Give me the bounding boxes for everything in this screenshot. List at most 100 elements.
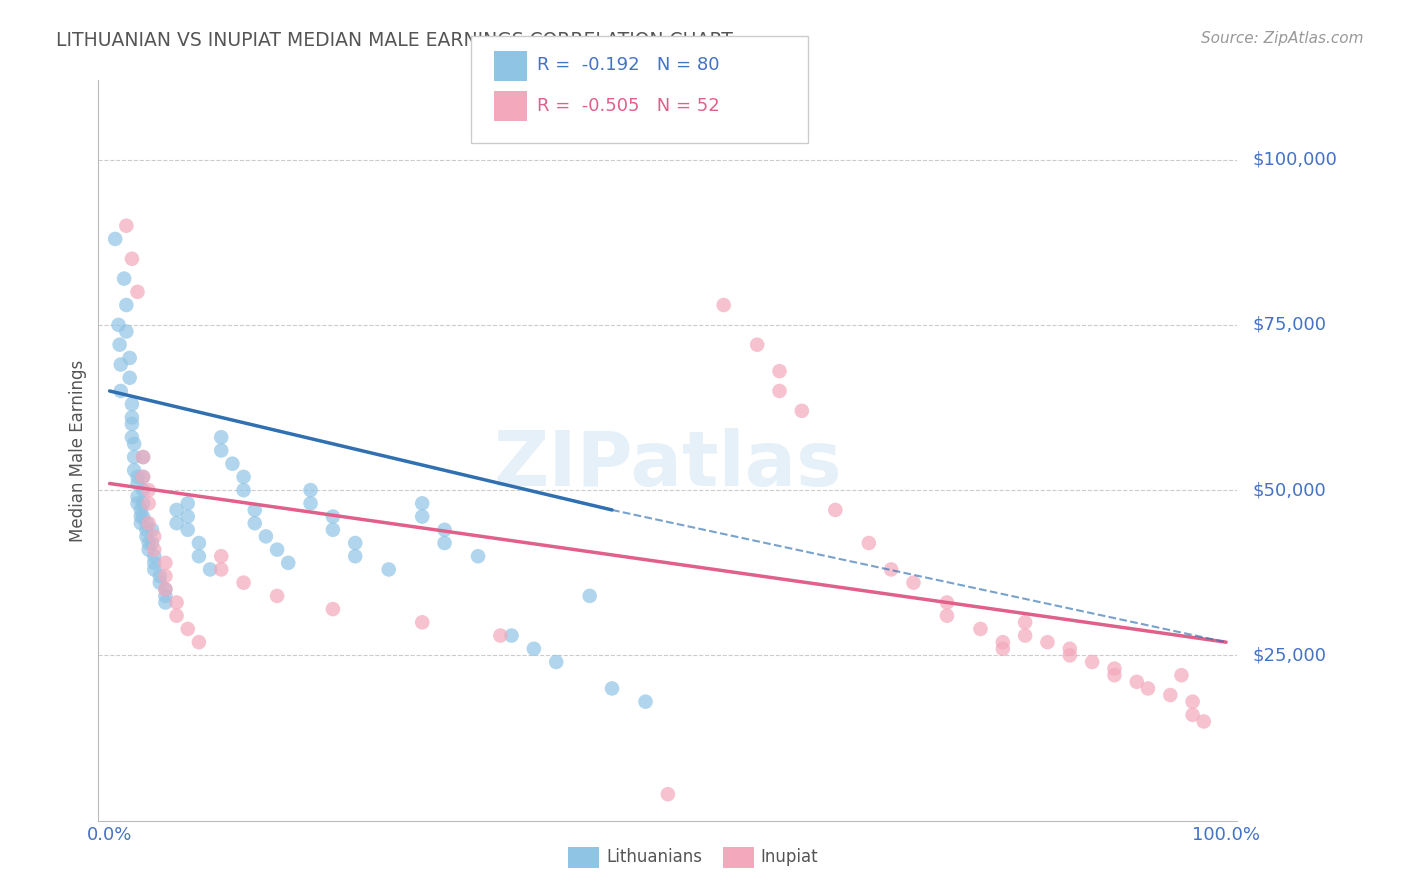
Point xyxy=(177,509,200,524)
Point xyxy=(232,483,254,497)
Point xyxy=(277,556,299,570)
Point xyxy=(790,404,813,418)
Point xyxy=(138,536,160,550)
Point xyxy=(198,562,221,576)
Point xyxy=(209,562,232,576)
Point xyxy=(138,516,160,531)
Point xyxy=(344,536,367,550)
Text: R =  -0.192   N = 80: R = -0.192 N = 80 xyxy=(537,56,720,74)
Point xyxy=(1159,688,1181,702)
Point xyxy=(143,529,166,543)
Point xyxy=(266,589,288,603)
Point xyxy=(1170,668,1192,682)
Point xyxy=(155,569,177,583)
Point xyxy=(433,523,456,537)
Point xyxy=(177,622,200,636)
Point xyxy=(187,536,209,550)
Point xyxy=(1059,641,1081,656)
Point xyxy=(936,608,959,623)
Point xyxy=(411,615,433,630)
Point xyxy=(713,298,735,312)
Point xyxy=(1104,662,1126,676)
Point xyxy=(138,496,160,510)
Text: $50,000: $50,000 xyxy=(1253,481,1326,500)
Point xyxy=(1081,655,1104,669)
Text: Inupiat: Inupiat xyxy=(761,848,818,866)
Point xyxy=(1181,695,1204,709)
Point xyxy=(135,529,157,543)
Text: $25,000: $25,000 xyxy=(1253,647,1326,665)
Point xyxy=(768,364,790,378)
Point xyxy=(129,516,152,531)
Point xyxy=(991,641,1014,656)
Point xyxy=(166,595,188,609)
Point xyxy=(107,318,129,332)
Point xyxy=(122,463,145,477)
Point xyxy=(1136,681,1159,696)
Point xyxy=(127,490,149,504)
Point xyxy=(112,271,135,285)
Point xyxy=(523,641,546,656)
Point xyxy=(155,589,177,603)
Point xyxy=(903,575,925,590)
Point xyxy=(155,595,177,609)
Point xyxy=(1126,674,1149,689)
Point xyxy=(143,542,166,557)
Point xyxy=(634,695,657,709)
Point xyxy=(1014,628,1036,642)
Point xyxy=(177,496,200,510)
Point xyxy=(122,437,145,451)
Point xyxy=(135,523,157,537)
Point xyxy=(127,285,149,299)
Point xyxy=(166,608,188,623)
Point xyxy=(132,483,155,497)
Point xyxy=(108,337,131,351)
Point xyxy=(177,523,200,537)
Point xyxy=(187,549,209,564)
Point xyxy=(138,483,160,497)
Point xyxy=(322,602,344,616)
Point xyxy=(143,562,166,576)
Point xyxy=(121,397,143,411)
Point xyxy=(232,470,254,484)
Point xyxy=(232,575,254,590)
Point xyxy=(411,496,433,510)
Point xyxy=(143,556,166,570)
Point xyxy=(127,476,149,491)
Point xyxy=(166,503,188,517)
Point xyxy=(115,219,138,233)
Text: Source: ZipAtlas.com: Source: ZipAtlas.com xyxy=(1201,31,1364,46)
Text: $100,000: $100,000 xyxy=(1253,151,1337,169)
Point xyxy=(858,536,880,550)
Point xyxy=(121,252,143,266)
Y-axis label: Median Male Earnings: Median Male Earnings xyxy=(69,359,87,541)
Point xyxy=(1036,635,1059,649)
Point xyxy=(322,509,344,524)
Point xyxy=(880,562,903,576)
Text: ZIPatlas: ZIPatlas xyxy=(494,428,842,502)
Point xyxy=(243,503,266,517)
Point xyxy=(344,549,367,564)
Point xyxy=(747,337,769,351)
Point xyxy=(132,470,155,484)
Point xyxy=(187,635,209,649)
Point xyxy=(824,503,846,517)
Point xyxy=(1059,648,1081,663)
Point xyxy=(221,457,243,471)
Point xyxy=(135,516,157,531)
Point xyxy=(1014,615,1036,630)
Point xyxy=(132,450,155,464)
Point xyxy=(322,523,344,537)
Point xyxy=(299,483,322,497)
Point xyxy=(546,655,568,669)
Point xyxy=(266,542,288,557)
Point xyxy=(768,384,790,398)
Text: R =  -0.505   N = 52: R = -0.505 N = 52 xyxy=(537,97,720,115)
Point xyxy=(143,549,166,564)
Point xyxy=(411,509,433,524)
Point xyxy=(115,298,138,312)
Point xyxy=(657,787,679,801)
Point xyxy=(121,410,143,425)
Point xyxy=(129,503,152,517)
Point xyxy=(155,582,177,597)
